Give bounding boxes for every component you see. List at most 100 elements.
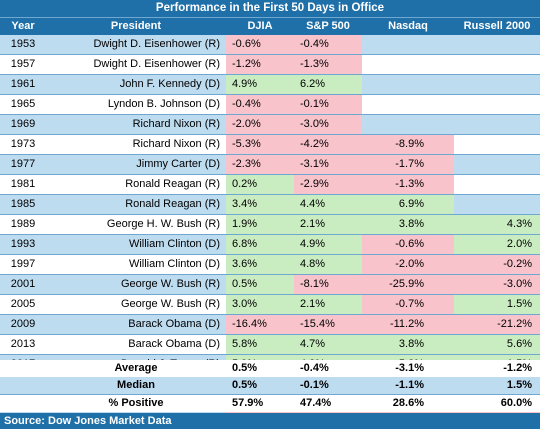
cell-year: 2005 — [10, 298, 36, 310]
cell-nasdaq: -1.7% — [362, 155, 454, 174]
summary-djia: 57.9% — [232, 397, 264, 409]
cell-djia: 3.0% — [226, 295, 294, 314]
cell-russell — [454, 195, 540, 214]
table-row: 2013 Barack Obama (D) 5.8% 4.7% 3.8% 5.6% — [0, 335, 540, 355]
cell-djia: 0.5% — [226, 275, 294, 294]
summary-row-positive: % Positive 57.9% 47.4% 28.6% 60.0% — [0, 395, 540, 412]
table-header: Year President DJIA S&P 500 Nasdaq Compo… — [0, 17, 540, 49]
cell-sp500: 4.4% — [294, 195, 362, 214]
header-president: President — [110, 20, 162, 32]
summary-sp500: 47.4% — [300, 397, 332, 409]
cell-russell — [454, 175, 540, 194]
cell-president: William Clinton (D) — [128, 258, 220, 270]
table-row: 1973 Richard Nixon (R) -5.3% -4.2% -8.9% — [0, 135, 540, 155]
cell-president: John F. Kennedy (D) — [119, 78, 220, 90]
cell-president: Barack Obama (D) — [128, 338, 220, 350]
cell-russell — [454, 75, 540, 94]
cell-year: 1969 — [10, 118, 36, 130]
source-note: Source: Dow Jones Market Data — [0, 413, 540, 429]
summary-label: % Positive — [108, 397, 164, 409]
cell-sp500: 4.9% — [294, 235, 362, 254]
cell-year: 1961 — [10, 78, 36, 90]
cell-president: Richard Nixon (R) — [132, 138, 220, 150]
summary-row-median: Median 0.5% -0.1% -1.1% 1.5% — [0, 377, 540, 394]
table-row: 1981 Ronald Reagan (R) 0.2% -2.9% -1.3% — [0, 175, 540, 195]
cell-year: 2009 — [10, 318, 36, 330]
cell-djia: 6.8% — [226, 235, 294, 254]
cell-sp500: 2.1% — [294, 215, 362, 234]
cell-sp500: -8.1% — [294, 275, 362, 294]
cell-russell: 2.0% — [454, 235, 540, 254]
cell-russell: 1.5% — [454, 295, 540, 314]
cell-president: Richard Nixon (R) — [132, 118, 220, 130]
cell-nasdaq: -1.3% — [362, 175, 454, 194]
cell-sp500: 4.8% — [294, 255, 362, 274]
cell-sp500: -3.0% — [294, 115, 362, 134]
cell-year: 1953 — [10, 38, 36, 50]
cell-president: William Clinton (D) — [128, 238, 220, 250]
cell-russell — [454, 115, 540, 134]
summary-djia: 0.5% — [232, 362, 258, 374]
cell-djia: 1.9% — [226, 215, 294, 234]
cell-djia: 5.8% — [226, 335, 294, 354]
cell-djia: 3.6% — [226, 255, 294, 274]
cell-nasdaq — [362, 55, 454, 74]
cell-nasdaq: 3.8% — [362, 335, 454, 354]
cell-sp500: -3.1% — [294, 155, 362, 174]
table-row: 1993 William Clinton (D) 6.8% 4.9% -0.6% 2.0% — [0, 235, 540, 255]
summary-row-average: Average 0.5% -0.4% -3.1% -1.2% — [0, 360, 540, 377]
cell-sp500: 6.2% — [294, 75, 362, 94]
cell-russell — [454, 35, 540, 54]
table-row: 2001 George W. Bush (R) 0.5% -8.1% -25.9% -3.… — [0, 275, 540, 295]
summary-russell: 1.5% — [506, 379, 532, 391]
chart-title: Performance in the First 50 Days in Offi… — [0, 0, 540, 17]
cell-sp500: -0.4% — [294, 35, 362, 54]
table-body: 1953 Dwight D. Eisenhower (R) -0.6% -0.4% 19… — [0, 35, 540, 415]
cell-year: 1985 — [10, 198, 36, 210]
cell-nasdaq — [362, 95, 454, 114]
table-row: 1953 Dwight D. Eisenhower (R) -0.6% -0.4% — [0, 35, 540, 55]
cell-russell: -21.2% — [454, 315, 540, 334]
cell-nasdaq: 6.9% — [362, 195, 454, 214]
cell-russell — [454, 55, 540, 74]
cell-russell — [454, 135, 540, 154]
cell-president: Barack Obama (D) — [128, 318, 220, 330]
cell-djia: -2.0% — [226, 115, 294, 134]
summary-nasdaq: -3.1% — [395, 362, 424, 374]
cell-djia: -0.6% — [226, 35, 294, 54]
cell-nasdaq — [362, 115, 454, 134]
cell-russell — [454, 95, 540, 114]
table-row: 2009 Barack Obama (D) -16.4% -15.4% -11.2% -2… — [0, 315, 540, 335]
cell-year: 1957 — [10, 58, 36, 70]
cell-president: Jimmy Carter (D) — [136, 158, 220, 170]
cell-year: 2013 — [10, 338, 36, 350]
cell-president: Dwight D. Eisenhower (R) — [93, 38, 220, 50]
cell-djia: -1.2% — [226, 55, 294, 74]
cell-nasdaq: -11.2% — [362, 315, 454, 334]
cell-nasdaq: -8.9% — [362, 135, 454, 154]
cell-year: 1997 — [10, 258, 36, 270]
cell-president: George H. W. Bush (R) — [106, 218, 220, 230]
cell-year: 1973 — [10, 138, 36, 150]
summary-nasdaq: -1.1% — [395, 379, 424, 391]
cell-year: 2001 — [10, 278, 36, 290]
cell-nasdaq — [362, 35, 454, 54]
cell-year: 1989 — [10, 218, 36, 230]
summary-djia: 0.5% — [232, 379, 258, 391]
cell-djia: -0.4% — [226, 95, 294, 114]
cell-russell — [454, 155, 540, 174]
cell-president: George W. Bush (R) — [120, 278, 220, 290]
cell-russell: 5.6% — [454, 335, 540, 354]
cell-nasdaq: -0.6% — [362, 235, 454, 254]
cell-sp500: -1.3% — [294, 55, 362, 74]
cell-year: 1977 — [10, 158, 36, 170]
summary-russell: -1.2% — [503, 362, 532, 374]
cell-president: Lyndon B. Johnson (D) — [107, 98, 220, 110]
table-row: 1989 George H. W. Bush (R) 1.9% 2.1% 3.8% 4.3… — [0, 215, 540, 235]
summary-label: Median — [117, 379, 155, 391]
cell-sp500: -15.4% — [294, 315, 362, 334]
cell-sp500: -4.2% — [294, 135, 362, 154]
cell-russell: 4.3% — [454, 215, 540, 234]
table-row: 2005 George W. Bush (R) 3.0% 2.1% -0.7% 1.5% — [0, 295, 540, 315]
cell-sp500: -0.1% — [294, 95, 362, 114]
